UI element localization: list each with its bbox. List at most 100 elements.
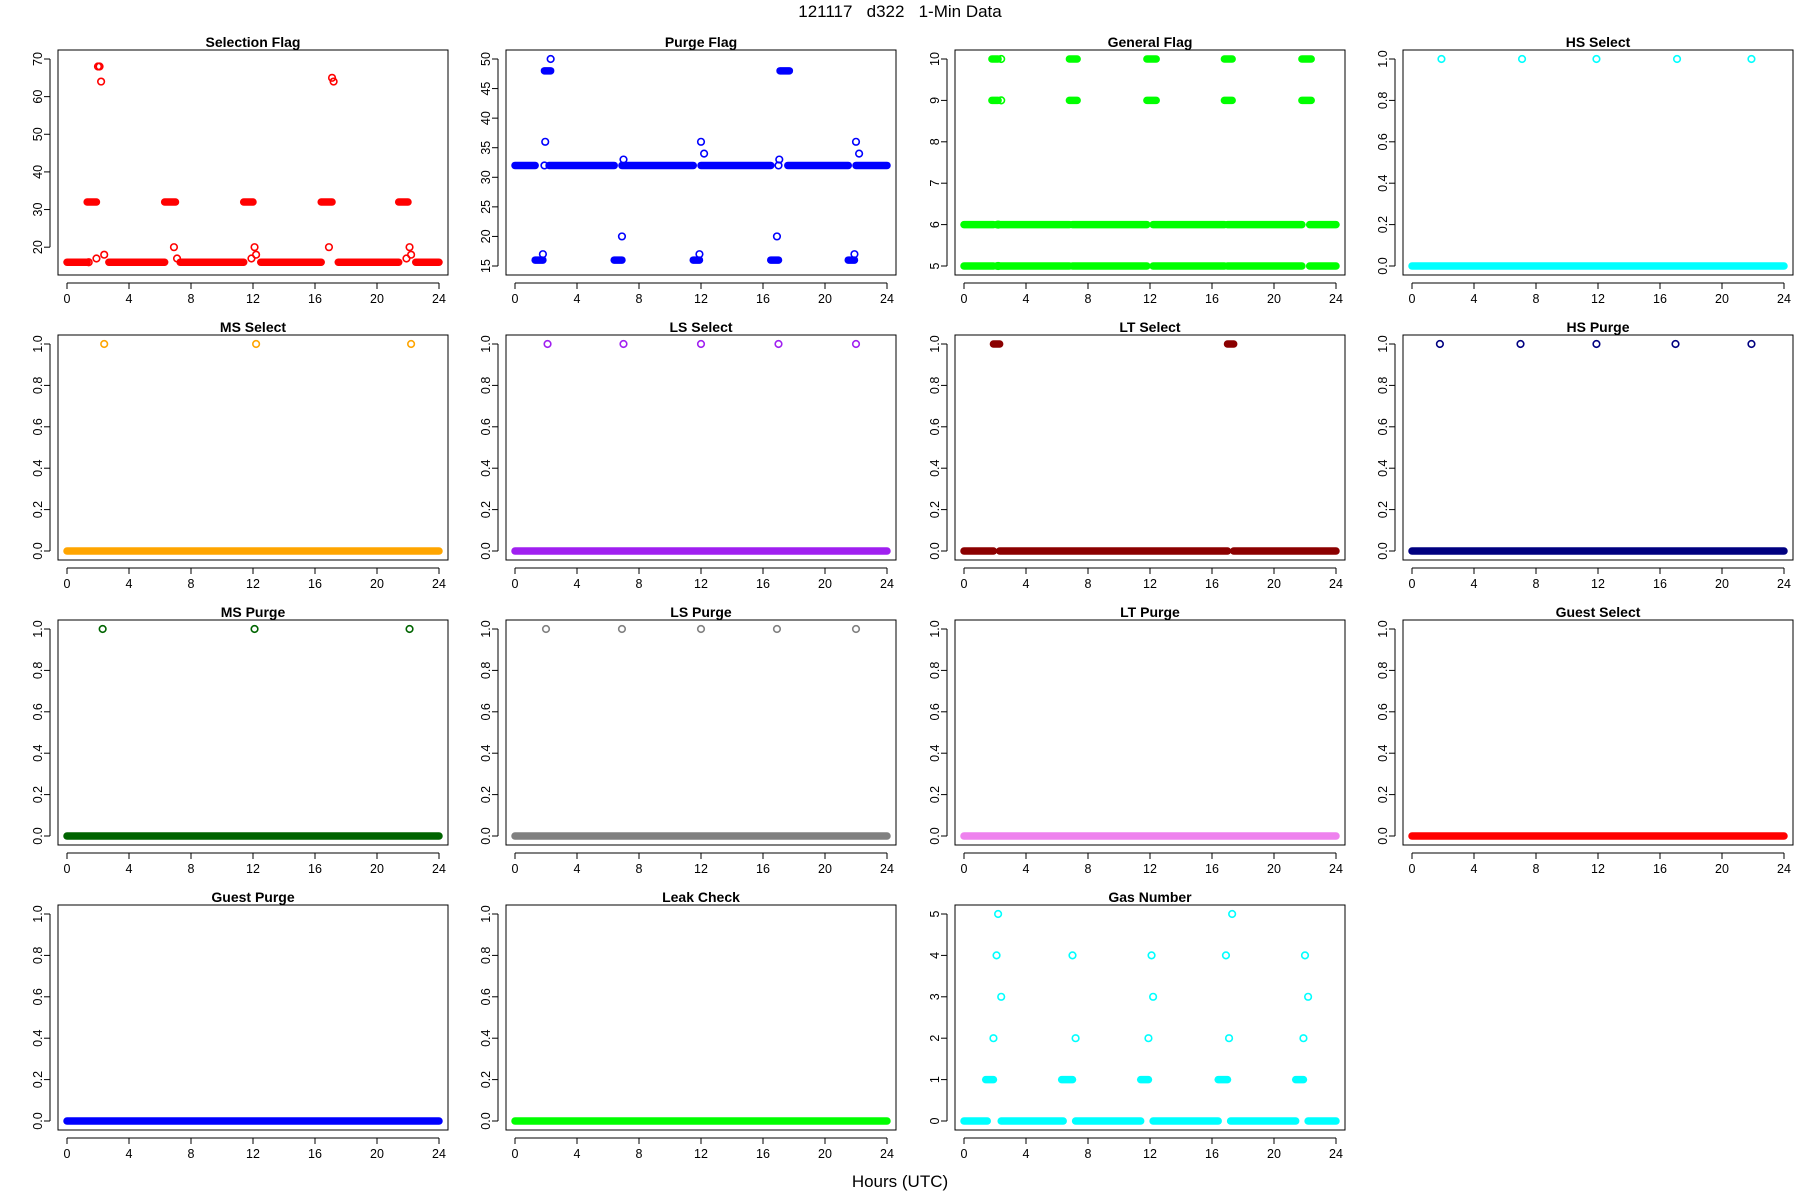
x-tick-label: 0: [961, 862, 968, 876]
chart-title: Gas Number: [1108, 889, 1192, 905]
x-tick-label: 24: [1329, 1147, 1343, 1161]
data-marks: [960, 909, 1340, 1125]
x-tick-label: 0: [512, 292, 519, 306]
chart-selection-flag: Selection Flag 0 4 8 12 16 20 24 20 30 40 50 60 70: [31, 34, 449, 306]
y-tick-label: 5: [928, 262, 942, 269]
chart-title: LT Select: [1119, 319, 1181, 335]
x-tick-label: 20: [1267, 577, 1281, 591]
y-tick-label: 0.2: [928, 501, 942, 518]
data-point: [1224, 1034, 1234, 1043]
y-tick-label: 1.0: [1376, 335, 1390, 352]
x-tick-label: 0: [512, 577, 519, 591]
x-tick-label: 16: [756, 1147, 770, 1161]
x-tick-label: 12: [694, 292, 708, 306]
data-point: [993, 220, 1003, 229]
data-point: [1672, 54, 1682, 64]
data-point: [324, 243, 334, 252]
data-point: [774, 339, 783, 349]
x-axis: 0 4 8 12 16 20 24: [961, 282, 1343, 306]
y-axis: 0.0 0.2 0.4 0.6 0.8 1.0: [479, 335, 499, 560]
data-point: [543, 339, 552, 349]
chart-hs-select: HS Select 0 4 8 12 16 20 24 0.0 0.2 0.4 0.6 0.8 1.0: [1376, 34, 1794, 306]
y-tick-label: 0.8: [928, 377, 942, 394]
y-tick-label: 0.2: [928, 786, 942, 803]
x-tick-label: 0: [961, 292, 968, 306]
data-point: [1671, 339, 1680, 349]
data-point: [95, 62, 104, 71]
x-tick-label: 4: [1471, 292, 1478, 306]
x-tick-label: 16: [308, 1147, 322, 1161]
x-axis: 0 4 8 12 16 20 24: [64, 1137, 446, 1161]
y-tick-label: 50: [479, 52, 493, 66]
data-marks: [511, 339, 891, 555]
data-marks: [511, 54, 891, 264]
y-tick-label: 3: [928, 993, 942, 1000]
data-point: [1148, 992, 1158, 1001]
data-point: [617, 232, 627, 241]
data-point: [250, 624, 259, 634]
y-tick-label: 0.0: [479, 542, 493, 559]
y-tick-label: 0.4: [1376, 174, 1390, 191]
chart-general-flag: General Flag 0 4 8 12 16 20 24 5 6 7 8 9 10: [928, 34, 1346, 306]
x-tick-label: 24: [432, 1147, 446, 1161]
plot-frame: [505, 334, 897, 561]
x-tick-label: 4: [574, 577, 581, 591]
x-tick-label: 16: [1653, 577, 1667, 591]
plot-frame: [1402, 49, 1794, 276]
y-tick-label: 15: [479, 259, 493, 273]
data-point: [997, 54, 1006, 64]
x-tick-label: 12: [246, 577, 260, 591]
x-axis: 0 4 8 12 16 20 24: [64, 852, 446, 876]
x-tick-label: 20: [818, 577, 832, 591]
x-tick-label: 0: [64, 1147, 71, 1161]
data-point: [619, 339, 628, 349]
y-tick-label: 0.6: [928, 703, 942, 720]
y-tick-label: 0.6: [31, 988, 45, 1005]
chart-guest-purge: Guest Purge 0 4 8 12 16 20 24 0.0 0.2 0.4 0.6 0.8 1.0: [31, 889, 449, 1161]
x-axis: 0 4 8 12 16 20 24: [961, 567, 1343, 591]
y-tick-label: 1.0: [479, 905, 493, 922]
data-point: [1747, 54, 1756, 64]
x-tick-label: 16: [1653, 292, 1667, 306]
data-point: [1144, 1034, 1153, 1043]
plot-frame: [57, 619, 449, 846]
x-tick-label: 0: [64, 862, 71, 876]
x-tick-label: 12: [1143, 292, 1157, 306]
chart-title: LS Select: [669, 319, 732, 335]
y-tick-label: 0.6: [1376, 133, 1390, 150]
data-point: [851, 339, 861, 349]
y-tick-label: 0.0: [1376, 257, 1390, 274]
x-axis: 0 4 8 12 16 20 24: [512, 852, 894, 876]
x-tick-label: 8: [1085, 577, 1092, 591]
x-tick-label: 0: [1409, 577, 1416, 591]
x-tick-label: 20: [1715, 862, 1729, 876]
plot-frame: [505, 619, 897, 846]
data-point: [541, 137, 550, 146]
plot-frame: [57, 904, 449, 1131]
x-tick-label: 16: [1205, 862, 1219, 876]
x-tick-label: 4: [574, 292, 581, 306]
x-tick-label: 4: [1023, 1147, 1030, 1161]
plot-frame: [954, 904, 1346, 1131]
chart-ls-select: LS Select 0 4 8 12 16 20 24 0.0 0.2 0.4 0.6 0.8 1.0: [479, 319, 897, 591]
chart-ms-select: MS Select 0 4 8 12 16 20 24 0.0 0.2 0.4 0.6 0.8 1.0: [31, 319, 449, 591]
y-tick-label: 0.0: [479, 1112, 493, 1129]
y-tick-label: 0.4: [479, 1029, 493, 1046]
y-tick-label: 0.6: [479, 703, 493, 720]
y-tick-label: 0.8: [479, 947, 493, 964]
x-tick-label: 12: [694, 577, 708, 591]
x-tick-label: 20: [1267, 1147, 1281, 1161]
chart-title: Leak Check: [662, 889, 740, 905]
y-axis: 0.0 0.2 0.4 0.6 0.8 1.0: [479, 620, 499, 845]
y-tick-label: 30: [479, 170, 493, 184]
x-tick-label: 16: [1205, 1147, 1219, 1161]
plot-frame: [57, 49, 449, 276]
chart-ms-purge: MS Purge 0 4 8 12 16 20 24 0.0 0.2 0.4 0.6 0.8 1.0: [31, 604, 449, 876]
x-tick-label: 4: [1471, 577, 1478, 591]
y-axis: 0.0 0.2 0.4 0.6 0.8 1.0: [1376, 335, 1396, 560]
x-tick-label: 16: [756, 577, 770, 591]
x-tick-label: 20: [818, 862, 832, 876]
y-tick-label: 9: [928, 97, 942, 104]
data-point: [1747, 339, 1756, 349]
